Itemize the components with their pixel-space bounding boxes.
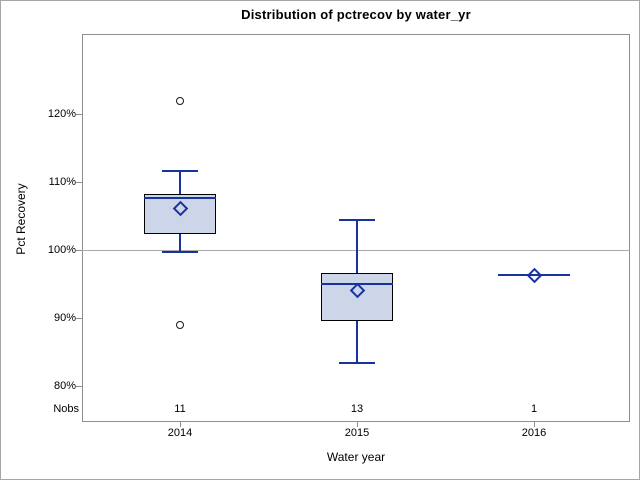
y-tick-label: 80%	[53, 379, 76, 392]
x-tick-mark	[534, 422, 535, 427]
chart-title: Distribution of pctrecov by water_yr	[241, 7, 471, 22]
y-tick-label: 90%	[53, 312, 76, 325]
plot-area	[82, 34, 630, 422]
nobs-row-label: Nobs	[53, 403, 79, 415]
x-tick-label: 2015	[344, 427, 370, 439]
y-tick-label: 120%	[47, 108, 76, 121]
x-tick-mark	[357, 422, 358, 427]
x-tick-mark	[180, 422, 181, 427]
y-tick-label: 110%	[48, 176, 76, 189]
x-tick-label: 2014	[167, 427, 193, 439]
x-axis-title: Water year	[326, 450, 386, 464]
y-tick-label: 100%	[47, 244, 76, 257]
y-axis-title: Pct Recovery	[14, 183, 28, 255]
x-tick-label: 2016	[521, 427, 547, 439]
